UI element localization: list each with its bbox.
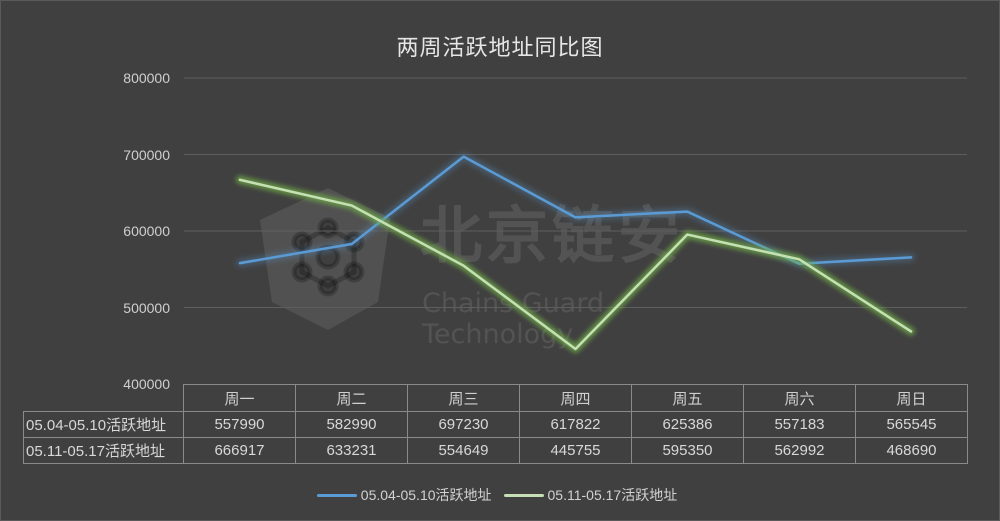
gridlines (184, 77, 967, 308)
category-label: 周六 (743, 384, 856, 412)
legend: 05.04-05.10活跃地址 05.11-05.17活跃地址 (0, 485, 1000, 505)
series-line (238, 178, 913, 351)
y-tick-label: 400000 (123, 376, 170, 392)
data-cell: 445755 (519, 437, 632, 464)
y-tick-label: 500000 (123, 300, 170, 316)
series-lines (235, 153, 916, 353)
category-label: 周日 (855, 384, 968, 412)
data-table-header-row: 周一 周二 周三 周四 周五 周六 周日 (24, 384, 968, 412)
data-cell: 617822 (519, 411, 632, 438)
y-tick-label: 600000 (123, 223, 170, 239)
category-label: 周五 (631, 384, 744, 412)
data-cell: 565545 (855, 411, 968, 438)
y-tick-label: 800000 (123, 70, 170, 86)
data-table: 周一 周二 周三 周四 周五 周六 周日 05.04-05.10活跃地址 557… (23, 384, 968, 464)
legend-line-icon (503, 493, 544, 497)
category-label: 周一 (183, 384, 296, 412)
data-cell: 554649 (407, 437, 520, 464)
data-cell: 468690 (855, 437, 968, 464)
data-cell: 595350 (631, 437, 744, 464)
data-cell: 625386 (631, 411, 744, 438)
data-cell: 562992 (743, 437, 856, 464)
category-label: 周三 (407, 384, 520, 412)
data-cell: 666917 (183, 437, 296, 464)
legend-item-week2[interactable]: 05.11-05.17活跃地址 (503, 485, 678, 505)
data-cell: 633231 (295, 437, 408, 464)
data-table-row: 05.04-05.10活跃地址 557990 582990 697230 617… (23, 411, 968, 438)
y-tick-label: 700000 (123, 147, 170, 163)
legend-line-icon (316, 493, 357, 497)
chart-title: 两周活跃地址同比图 (396, 36, 604, 61)
category-label: 周四 (519, 384, 632, 412)
legend-label: 05.04-05.10活跃地址 (360, 487, 492, 503)
legend-label: 05.11-05.17活跃地址 (547, 487, 678, 503)
data-table-row: 05.11-05.17活跃地址 666917 633231 554649 445… (23, 437, 968, 464)
series-label: 05.11-05.17活跃地址 (23, 437, 184, 464)
data-cell: 697230 (407, 411, 520, 438)
category-label: 周二 (295, 384, 408, 412)
data-cell: 557990 (183, 411, 296, 438)
data-cell: 582990 (295, 411, 408, 438)
legend-item-week1[interactable]: 05.04-05.10活跃地址 (316, 485, 492, 505)
data-cell: 557183 (743, 411, 856, 438)
series-label: 05.04-05.10活跃地址 (23, 411, 184, 438)
